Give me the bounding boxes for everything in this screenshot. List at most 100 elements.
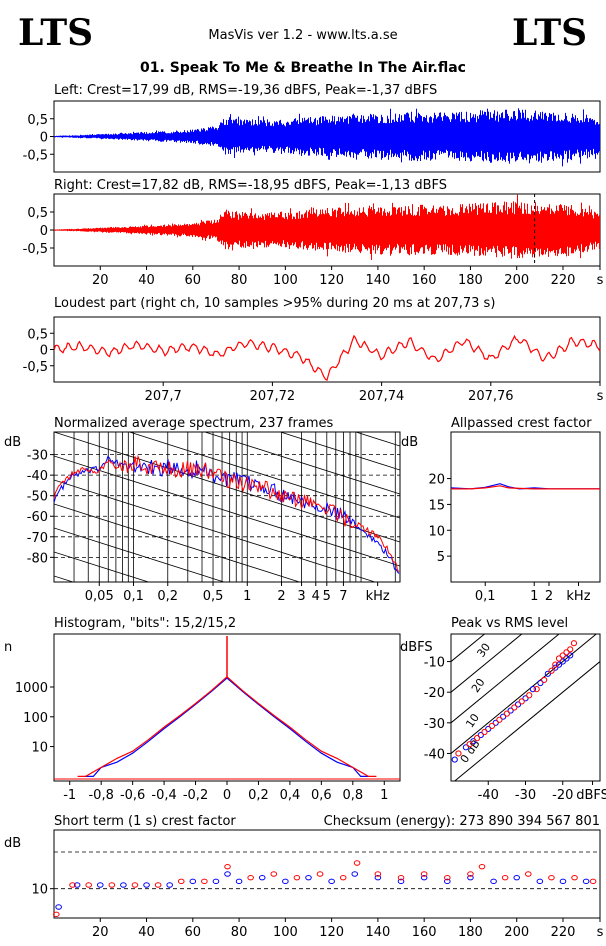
spectrum-xtick-label: 4 bbox=[312, 589, 320, 604]
histogram-xtick-label: -0,4 bbox=[151, 788, 176, 803]
peak-vs-rms-point bbox=[533, 686, 540, 693]
histogram-xtick-label: 0 bbox=[223, 788, 231, 803]
spectrum-xtick-label: 0,2 bbox=[157, 589, 178, 604]
histogram-ytick-label: 10 bbox=[31, 741, 48, 756]
loudest-part-ytick-label: 0 bbox=[40, 344, 48, 359]
peak-vs-rms-diagonal bbox=[451, 634, 560, 724]
left-waveform-ytick-label: -0,5 bbox=[23, 148, 48, 163]
spectrum-ytick-label: -30 bbox=[27, 449, 48, 464]
peak-vs-rms-point bbox=[500, 713, 507, 720]
peak-vs-rms-point bbox=[451, 756, 458, 763]
left-waveform-chart: Left: Crest=17,99 dB, RMS=-19,36 dBFS, P… bbox=[23, 83, 601, 173]
histogram-xtick-label: -0,6 bbox=[120, 788, 145, 803]
allpassed-crest-xtick-label: kHz bbox=[566, 589, 590, 604]
peak-vs-rms-point bbox=[462, 744, 469, 751]
peak-vs-rms-point bbox=[526, 692, 533, 699]
right-waveform-xtick-label: 180 bbox=[458, 273, 483, 288]
peak-vs-rms-point bbox=[455, 750, 462, 757]
spectrum-diagonal bbox=[54, 503, 301, 582]
short-term-crest-point bbox=[166, 882, 173, 888]
histogram-xtick-label: 0,6 bbox=[311, 788, 332, 803]
short-term-crest-xtick-label: 100 bbox=[273, 925, 298, 940]
right-waveform-xtick-label: 100 bbox=[273, 273, 298, 288]
spectrum-xtick-label: kHz bbox=[366, 589, 390, 604]
left-waveform-ytick-label: 0,5 bbox=[27, 113, 48, 128]
short-term-crest-point bbox=[513, 874, 521, 881]
short-term-crest-point bbox=[397, 874, 405, 881]
loudest-part-ytick-label: -0,5 bbox=[23, 360, 48, 375]
right-waveform-xtick-label: 160 bbox=[412, 273, 437, 288]
short-term-crest-point bbox=[589, 878, 597, 885]
spectrum-xtick-label: 0,05 bbox=[85, 589, 114, 604]
short-term-crest-point bbox=[490, 878, 497, 885]
allpassed-crest-ytick-label: 10 bbox=[428, 524, 445, 539]
logo-left: LTS bbox=[18, 12, 93, 54]
spectrum-xtick-label: 0,5 bbox=[203, 589, 224, 604]
short-term-crest-xtick-label: 180 bbox=[458, 925, 483, 940]
short-term-crest-point bbox=[212, 878, 220, 885]
short-term-crest-point bbox=[420, 874, 428, 881]
peak-vs-rms-diagonal bbox=[451, 634, 598, 755]
right-waveform-xtick-label: 120 bbox=[319, 273, 344, 288]
loudest-part-xtick-label: 207,74 bbox=[359, 389, 405, 404]
allpassed-crest-series-1 bbox=[451, 485, 600, 490]
peak-vs-rms-xtick-label: -30 bbox=[515, 788, 536, 803]
spectrum-xtick-label: 2 bbox=[277, 589, 285, 604]
peak-vs-rms-diagonal-label: 10 bbox=[463, 711, 482, 730]
peak-vs-rms-ytick-label: -40 bbox=[424, 747, 445, 762]
short-term-crest-point bbox=[247, 874, 254, 881]
spectrum-diagonal bbox=[54, 312, 400, 422]
histogram-ytick-label: 1000 bbox=[15, 681, 48, 696]
peak-vs-rms-point bbox=[529, 686, 537, 693]
spectrum-xtick-label: 5 bbox=[323, 589, 331, 604]
peak-vs-rms-point bbox=[485, 725, 492, 733]
right-waveform-signal bbox=[54, 194, 600, 260]
spectrum-diagonal bbox=[203, 432, 400, 495]
right-waveform-xtick-label: 220 bbox=[551, 273, 576, 288]
short-term-crest-point bbox=[374, 874, 382, 881]
spectrum-diagonal bbox=[54, 551, 150, 582]
spectrum-diagonals bbox=[54, 312, 400, 582]
allpassed-crest-ytick-label: 15 bbox=[428, 498, 445, 513]
right-waveform-ytick-label: 0 bbox=[40, 224, 48, 239]
histogram-xtick-label: 0,4 bbox=[280, 788, 301, 803]
loudest-part-signal bbox=[53, 334, 601, 381]
short-term-crest-xtick-label: 220 bbox=[551, 925, 576, 940]
file-title: 01. Speak To Me & Breathe In The Air.fla… bbox=[140, 60, 466, 76]
short-term-crest-point bbox=[282, 878, 289, 885]
short-term-crest-point bbox=[224, 871, 231, 877]
short-term-crest-point bbox=[73, 882, 81, 888]
spectrum-xtick-label: 7 bbox=[339, 589, 347, 604]
right-waveform-xtick-label: s bbox=[597, 273, 604, 288]
peak-vs-rms-diagonal-label: 30 bbox=[474, 641, 493, 660]
right-waveform-xtick-label: 60 bbox=[185, 273, 202, 288]
histogram-title: Histogram, "bits": 15,2/15,2 bbox=[54, 616, 236, 631]
right-waveform-xtick-label: 140 bbox=[365, 273, 390, 288]
loudest-part-ytick-label: 0,5 bbox=[27, 327, 48, 342]
peak-vs-rms-ytick-label: -30 bbox=[424, 717, 445, 732]
allpassed-crest-ytick-label: 5 bbox=[437, 550, 445, 565]
peak-vs-rms-point bbox=[563, 649, 570, 656]
peak-vs-rms-point bbox=[481, 728, 488, 736]
right-waveform-ytick-label: -0,5 bbox=[23, 242, 48, 257]
peak-vs-rms-point bbox=[570, 640, 578, 647]
spectrum-ylabel: dB bbox=[4, 435, 21, 450]
allpassed-crest-frame bbox=[450, 431, 601, 583]
short-term-crest-point bbox=[177, 878, 185, 885]
short-term-crest-point bbox=[536, 878, 544, 885]
histogram-xtick-label: -0,8 bbox=[88, 788, 113, 803]
peak-vs-rms-point bbox=[567, 652, 574, 659]
peak-vs-rms-point bbox=[492, 719, 499, 726]
left-waveform-title: Left: Crest=17,99 dB, RMS=-19,36 dBFS, P… bbox=[54, 83, 437, 98]
peak-vs-rms-point bbox=[559, 658, 566, 665]
short-term-crest-xtick-label: 160 bbox=[412, 925, 437, 940]
short-term-crest-point bbox=[154, 882, 162, 888]
short-term-crest-point bbox=[120, 882, 127, 888]
histogram-xtick-label: -0,2 bbox=[183, 788, 208, 803]
short-term-crest-point bbox=[53, 911, 60, 918]
short-term-crest-ytick-label: 10 bbox=[31, 883, 48, 898]
short-term-crest-point bbox=[108, 882, 116, 888]
peak-vs-rms-point bbox=[559, 652, 566, 659]
